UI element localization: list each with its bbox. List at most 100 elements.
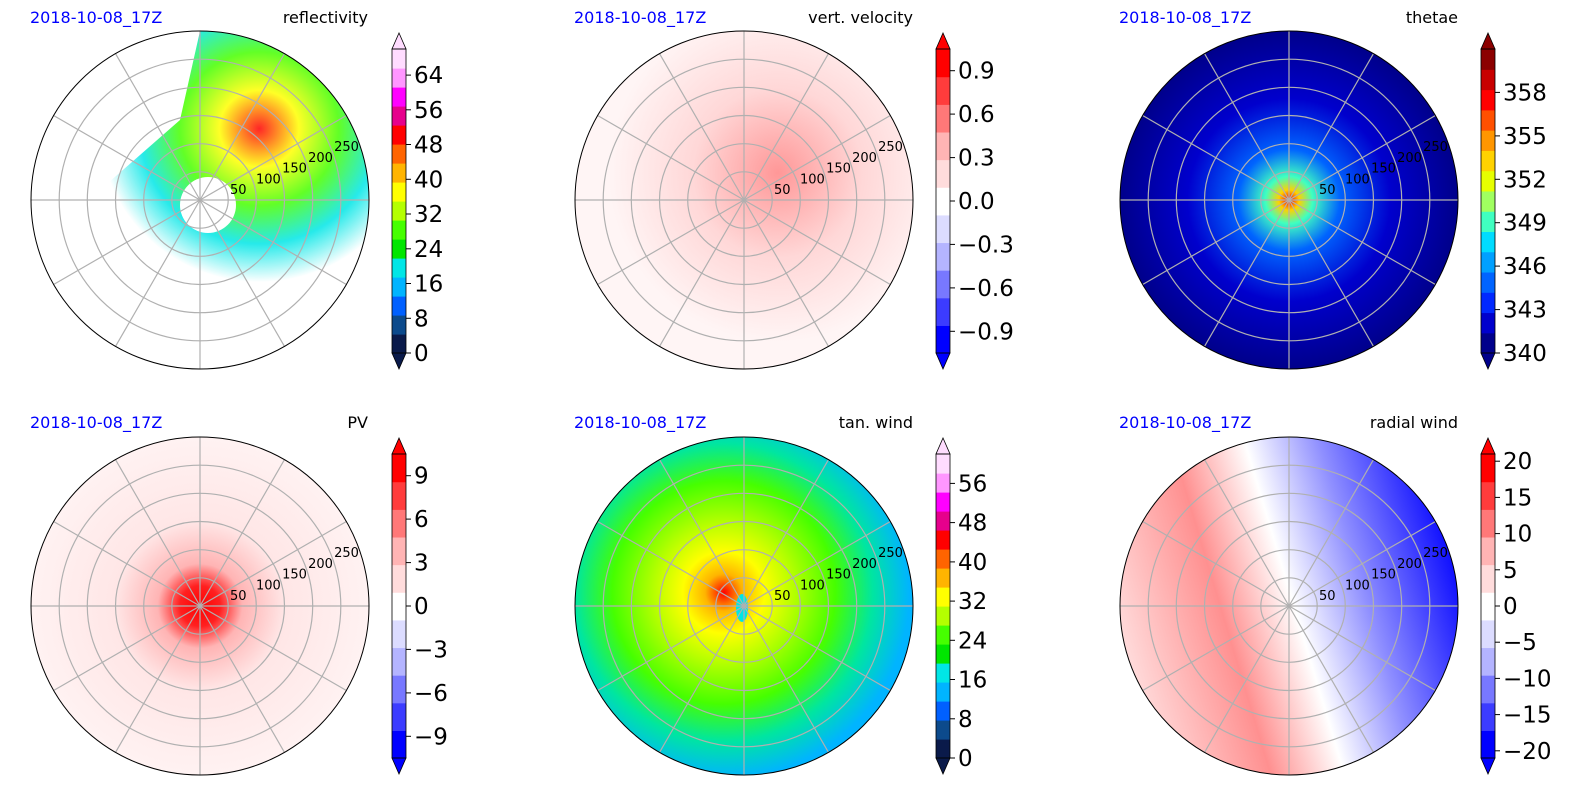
grid-spoke — [199, 459, 286, 607]
colorbar-extend-top — [391, 32, 407, 50]
colorbar-tick-label: 24 — [958, 628, 987, 654]
colorbar-tick-label: 10 — [1503, 522, 1532, 548]
grid-spoke — [1203, 53, 1290, 201]
colorbar-tick-label: 8 — [958, 707, 973, 733]
grid-spoke — [114, 605, 201, 753]
colorbar-swatch — [392, 730, 406, 759]
ring-label: 250 — [1423, 140, 1448, 155]
ring-label: 50 — [1319, 589, 1336, 604]
polar-frame — [1119, 30, 1459, 370]
colorbar-swatch — [936, 625, 950, 645]
colorbar-swatch — [1481, 150, 1495, 172]
ring-label: 150 — [826, 568, 851, 583]
colorbar-extend-top — [935, 437, 951, 455]
colorbar-tick-label: −6 — [414, 681, 448, 707]
polar-frame — [1119, 436, 1459, 776]
colorbar-swatch — [392, 68, 406, 88]
ring-label: 150 — [1371, 568, 1396, 583]
colorbar-extend-top — [1480, 437, 1496, 455]
colorbar-extend-bottom — [935, 757, 951, 775]
colorbar-swatch — [1481, 619, 1495, 649]
panel-date: 2018-10-08_17Z — [1119, 413, 1251, 433]
ring-label: 150 — [826, 162, 851, 177]
panel-date: 2018-10-08_17Z — [574, 8, 706, 28]
ring-label: 200 — [852, 151, 877, 166]
panel-title: PV — [347, 413, 368, 432]
grid-spoke — [658, 459, 745, 607]
colorbar-swatch — [936, 214, 950, 244]
ring-label: 150 — [1371, 162, 1396, 177]
grid-spoke — [1288, 114, 1436, 201]
colorbar-swatch — [1481, 647, 1495, 676]
colorbar-swatch — [392, 315, 406, 335]
colorbar-tick-label: −15 — [1503, 703, 1552, 729]
colorbar-swatch — [1481, 564, 1495, 593]
ring-label: 250 — [878, 546, 903, 561]
colorbar-tick-label: 15 — [1503, 485, 1532, 511]
colorbar-tick-label: 343 — [1503, 298, 1547, 324]
colorbar-swatch — [392, 258, 406, 278]
polar-grid — [31, 437, 369, 775]
panel-date: 2018-10-08_17Z — [574, 413, 706, 433]
colorbar-tick-label: 346 — [1503, 254, 1547, 280]
colorbar-swatch — [936, 49, 950, 78]
colorbar: 0 8 16 24 32 40 48 56 64 — [391, 32, 443, 370]
colorbar-swatch — [1481, 481, 1495, 510]
polar-grid — [31, 31, 369, 369]
polar-grid — [575, 31, 913, 369]
panel-date: 2018-10-08_17Z — [1119, 8, 1251, 28]
grid-spoke — [1142, 199, 1290, 286]
polar-frame — [574, 436, 914, 776]
colorbar-tick-label: 20 — [1503, 449, 1532, 475]
colorbar-swatch — [392, 125, 406, 145]
colorbar-tick-label: 8 — [414, 306, 429, 332]
colorbar-swatch — [936, 297, 950, 326]
colorbar-swatch — [936, 568, 950, 588]
colorbar-tick-label: 40 — [958, 550, 987, 576]
colorbar-tick-label: 24 — [414, 237, 443, 263]
colorbar-tick-label: 3 — [414, 551, 429, 577]
ring-label: 50 — [230, 589, 247, 604]
colorbar-swatch — [1481, 454, 1495, 483]
colorbar-extend-bottom — [935, 352, 951, 370]
grid-spoke — [658, 53, 745, 201]
colorbar-swatch — [1481, 536, 1495, 566]
grid-spoke — [743, 53, 830, 201]
colorbar-swatch — [392, 144, 406, 164]
colorbar-extend-bottom — [391, 352, 407, 370]
colorbar-swatch — [1481, 292, 1495, 314]
colorbar-tick-label: −0.6 — [958, 276, 1014, 302]
colorbar-tick-label: 32 — [414, 202, 443, 228]
colorbar-tick-label: −3 — [414, 637, 448, 663]
colorbar-swatch — [936, 159, 950, 188]
colorbar-swatch — [392, 536, 406, 566]
colorbar-swatch — [392, 201, 406, 221]
colorbar-swatch — [936, 131, 950, 161]
colorbar-extend-top — [1480, 32, 1496, 50]
colorbar-tick-label: 355 — [1503, 124, 1547, 150]
grid-spoke — [199, 605, 347, 692]
colorbar-tick-label: 0 — [1503, 594, 1518, 620]
colorbar: −20 −15 −10 −5 0 5 10 15 20 — [1480, 437, 1552, 775]
colorbar-tick-label: 0 — [958, 746, 973, 772]
ring-label: 50 — [1319, 183, 1336, 198]
colorbar-swatch — [1481, 49, 1495, 70]
grid-spoke — [743, 605, 830, 753]
colorbar-swatch — [936, 701, 950, 721]
colorbar: 0 8 16 24 32 40 48 56 — [935, 437, 987, 775]
grid-spoke — [1288, 53, 1375, 201]
colorbar-tick-label: −9 — [414, 724, 448, 750]
colorbar-tick-label: 64 — [414, 63, 443, 89]
grid-spoke — [199, 199, 347, 286]
colorbar-swatch — [392, 454, 406, 483]
colorbar-swatch — [1481, 109, 1495, 131]
colorbar-swatch — [936, 511, 950, 531]
polar-frame — [574, 30, 914, 370]
colorbar-frame — [1480, 48, 1496, 354]
grid-spoke — [1288, 199, 1436, 286]
